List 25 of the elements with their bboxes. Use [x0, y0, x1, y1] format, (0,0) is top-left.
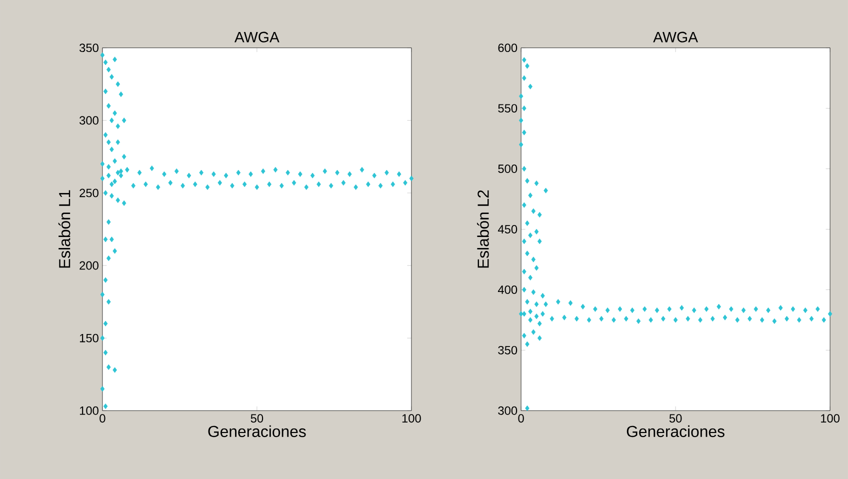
x-tick-label: 50	[669, 414, 682, 422]
y-tick-label: 550	[498, 104, 518, 112]
x-tick-label: 0	[100, 414, 106, 422]
y-tick-label: 250	[80, 188, 98, 197]
y-tick-label: 150	[80, 334, 98, 342]
y-tick-label: 500	[498, 164, 518, 173]
chart-title: AWGA	[234, 32, 280, 42]
y-tick-label: 300	[80, 116, 98, 124]
x-axis-title: Generaciones	[208, 425, 306, 437]
y-tick-label: 400	[498, 285, 518, 294]
x-axis-title: Generaciones	[626, 425, 724, 437]
y-axis-title: Eslabón L2	[477, 190, 489, 268]
y-axis-title: Eslabón L1	[58, 190, 70, 268]
x-tick-label: 100	[821, 414, 840, 422]
x-tick-label: 100	[402, 414, 421, 422]
y-tick-label: 100	[80, 406, 98, 415]
y-tick-label: 300	[498, 406, 518, 415]
y-tick-label: 350	[498, 346, 518, 354]
y-tick-label: 350	[80, 43, 98, 52]
y-tick-label: 600	[498, 43, 518, 52]
chart-title: AWGA	[653, 32, 698, 42]
x-tick-label: 50	[250, 414, 264, 422]
y-tick-label: 450	[498, 224, 518, 234]
y-tick-label: 200	[80, 261, 98, 270]
x-tick-label: 0	[518, 414, 524, 422]
